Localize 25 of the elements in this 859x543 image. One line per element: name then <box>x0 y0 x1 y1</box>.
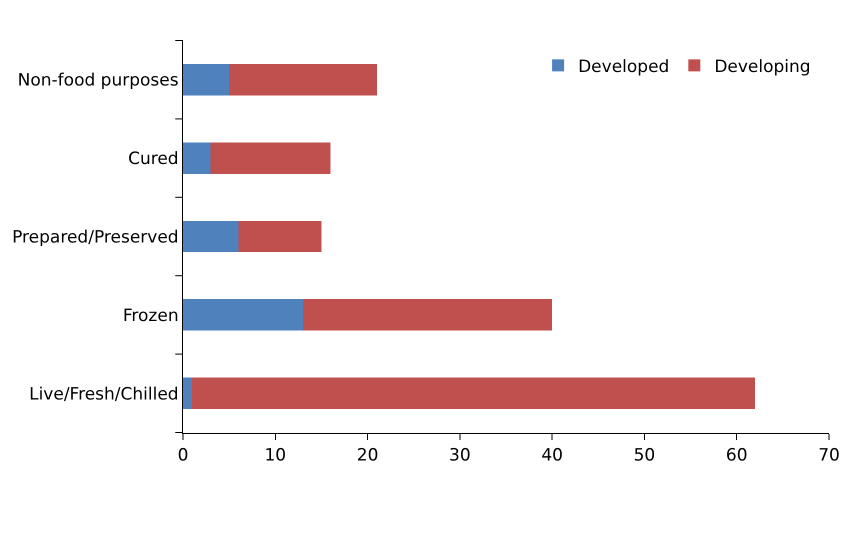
y-tick-label: Prepared/Preserved <box>12 227 179 248</box>
bar <box>238 220 322 252</box>
y-tick-label: Non-food purposes <box>18 70 179 91</box>
x-tick-label: 20 <box>356 445 378 466</box>
x-tick-label: 60 <box>726 445 748 466</box>
x-tick-label: 40 <box>541 445 563 466</box>
y-tick-label: Live/Fresh/Chilled <box>29 384 179 404</box>
bar <box>210 142 331 174</box>
x-tick-label: 70 <box>818 445 840 466</box>
legend-label: Developing <box>714 57 811 78</box>
y-tick-label: Cured <box>128 149 179 170</box>
bar <box>183 299 303 331</box>
y-tick-label: Frozen <box>122 306 179 326</box>
x-tick-label: 30 <box>449 445 471 466</box>
bar <box>302 299 552 331</box>
bar <box>183 220 238 252</box>
bar <box>183 378 192 409</box>
x-tick-label: 0 <box>178 445 188 466</box>
bar <box>183 142 211 174</box>
x-tick-label: 10 <box>264 445 286 466</box>
bar <box>183 64 230 96</box>
legend-label: Developed <box>578 57 670 78</box>
bar <box>192 378 756 409</box>
bar <box>229 64 377 96</box>
x-tick-label: 50 <box>634 445 656 466</box>
